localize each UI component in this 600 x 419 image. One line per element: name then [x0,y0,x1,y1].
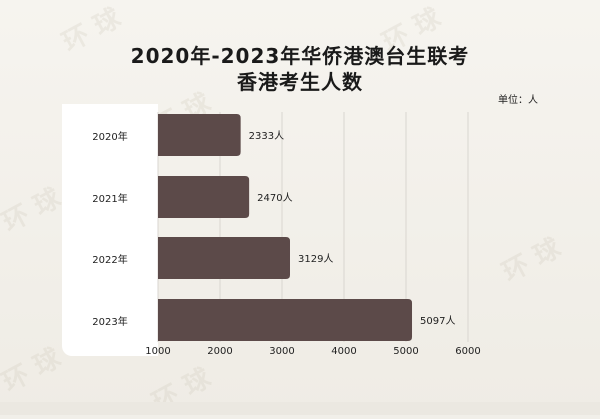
footer-strip [0,402,600,415]
x-tick-label: 5000 [393,346,418,357]
category-label: 2022年 [92,255,128,266]
bar-value-label: 2333人 [249,130,284,142]
bar [158,299,413,341]
bar-value-label: 5097人 [420,315,455,327]
x-tick-label: 1000 [145,346,170,357]
x-tick-label: 4000 [331,346,356,357]
bar-value-label: 2470人 [257,192,292,204]
x-tick-label: 6000 [455,346,480,357]
unit-label: 单位：人 [498,95,538,106]
bar [158,114,241,156]
category-label: 2023年 [92,317,128,328]
x-tick-label: 3000 [269,346,294,357]
category-label: 2020年 [92,132,128,143]
chart-title-line2: 香港考生人数 [237,70,363,94]
category-label: 2021年 [92,194,128,205]
bar-value-label: 3129人 [298,253,333,265]
bar [158,176,250,218]
bar [158,237,290,279]
x-tick-label: 2000 [207,346,232,357]
category-label-panel [62,104,158,356]
chart-title-line1: 2020年-2023年华侨港澳台生联考 [130,44,470,68]
